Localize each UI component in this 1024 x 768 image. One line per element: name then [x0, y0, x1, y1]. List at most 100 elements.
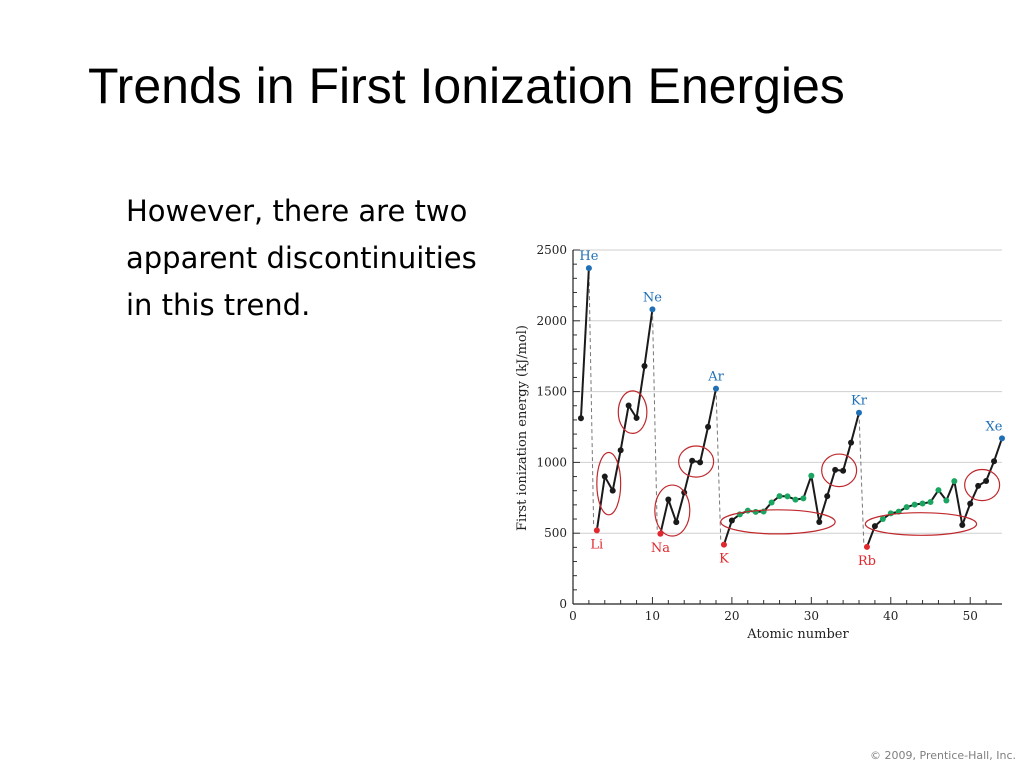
element-label-rb: Rb [858, 554, 876, 569]
series-segment [993, 438, 1003, 462]
data-point [816, 519, 823, 526]
data-point [887, 510, 894, 517]
data-point [720, 541, 727, 548]
element-labels: He Ne Ar Kr Xe Li Na K Rb [579, 249, 1002, 569]
series-segment [611, 450, 622, 491]
slide-title: Trends in First Ionization Energies [88, 58, 845, 114]
data-point [983, 477, 990, 484]
data-point [800, 495, 807, 502]
data-point [728, 517, 735, 524]
slide-body-text: However, there are two apparent disconti… [126, 194, 477, 322]
y-tick-label: 0 [559, 597, 567, 611]
data-point [641, 362, 648, 369]
data-point [863, 543, 870, 550]
period-drop-line [715, 388, 722, 541]
series-segment [961, 503, 972, 526]
data-point [943, 497, 950, 504]
data-point [689, 457, 696, 464]
data-point [697, 459, 704, 466]
series-segment [818, 495, 829, 523]
series-segment [707, 388, 717, 428]
data-point [633, 414, 640, 421]
x-tick-label: 0 [569, 609, 577, 623]
series-segment [945, 480, 956, 501]
data-point [768, 499, 775, 506]
highlight-ellipse [864, 512, 978, 536]
data-point [649, 306, 656, 313]
x-tick-label: 40 [883, 609, 898, 623]
data-point [832, 466, 839, 473]
series-segment [802, 475, 813, 499]
highlight-ellipse [617, 390, 648, 434]
data-point [593, 527, 600, 534]
element-label-li: Li [590, 537, 603, 552]
period-drop-line [651, 309, 658, 530]
period-drop-line [858, 412, 865, 543]
data-point [577, 415, 584, 422]
element-label-na: Na [651, 541, 670, 556]
data-points [577, 265, 1005, 550]
series-segment [810, 475, 821, 523]
data-point [601, 473, 608, 480]
period-drop-line [588, 268, 595, 527]
y-tick-label: 2500 [536, 243, 567, 257]
x-tick-label: 30 [804, 609, 819, 623]
data-point [919, 500, 926, 507]
data-point [975, 482, 982, 489]
series-segment [683, 460, 694, 493]
x-tick-label: 50 [963, 609, 978, 623]
series-segment [579, 268, 590, 419]
data-point [911, 501, 918, 508]
x-axis-label: Atomic number [746, 627, 849, 642]
highlight-ellipse [678, 445, 715, 478]
highlight-ellipses [596, 390, 1001, 537]
data-point [967, 500, 974, 507]
series-segment [619, 405, 630, 451]
data-point [927, 499, 934, 506]
element-label-ne: Ne [643, 290, 662, 305]
series-segment [667, 499, 678, 523]
y-tick-label: 2000 [536, 314, 567, 328]
data-point [657, 530, 664, 537]
series-segment [675, 492, 686, 523]
series-segment [643, 309, 654, 367]
y-tick-label: 1500 [536, 385, 567, 399]
data-point [744, 507, 751, 514]
data-point [673, 519, 680, 526]
data-point [713, 385, 719, 392]
series-segment [595, 476, 606, 531]
data-point [871, 523, 878, 530]
element-label-ar: Ar [707, 370, 724, 385]
chart-svg: 0 500 1000 1500 2000 2500 0 10 20 30 40 50 He Ne Ar Kr… [515, 243, 1005, 642]
element-label-k: K [719, 552, 729, 567]
data-point [784, 493, 791, 500]
data-point [625, 402, 632, 409]
data-point [999, 435, 1005, 442]
series-segment [635, 365, 646, 419]
highlight-ellipse [596, 451, 622, 516]
highlight-ellipse [654, 484, 691, 537]
data-point [617, 447, 624, 454]
data-point [840, 467, 847, 474]
data-point [752, 508, 759, 515]
data-point [903, 504, 910, 511]
series-segment [850, 412, 860, 443]
y-tick-label: 1000 [536, 455, 567, 469]
data-point [991, 458, 998, 465]
series-segment [659, 499, 670, 534]
highlight-ellipse [964, 468, 1001, 502]
series-segment [969, 485, 980, 505]
element-label-xe: Xe [986, 419, 1003, 434]
ionization-energy-chart: 0 500 1000 1500 2000 2500 0 10 20 30 40 50 He Ne Ar Kr… [506, 236, 1016, 646]
axis-ticks: 0 500 1000 1500 2000 2500 0 10 20 30 40 50 [536, 243, 1002, 623]
highlight-ellipse [821, 453, 858, 488]
data-point [792, 496, 799, 503]
series-segment [722, 520, 733, 545]
data-point [856, 409, 862, 416]
data-point [879, 516, 886, 523]
data-point [609, 487, 616, 494]
data-point [705, 423, 712, 430]
y-tick-label: 500 [544, 526, 567, 540]
data-point [760, 508, 767, 515]
series-segment [826, 469, 837, 497]
